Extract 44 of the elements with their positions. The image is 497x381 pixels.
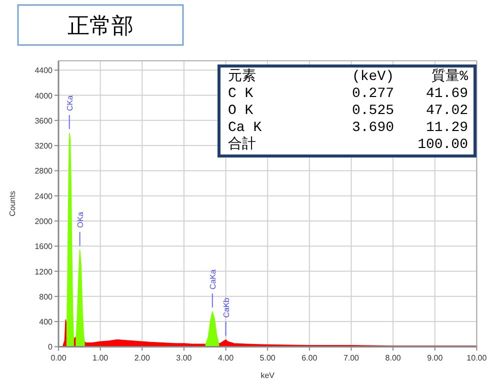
x-tick-label: 0.00	[50, 354, 67, 363]
y-tick-label: 800	[39, 292, 54, 302]
annotation: C K	[228, 86, 254, 102]
annotation: 41.69	[426, 86, 468, 102]
annotation: 質量%	[432, 68, 469, 85]
y-tick-label: 400	[39, 318, 54, 327]
x-tick-label: 7.00	[343, 354, 360, 363]
annotation: 合計	[228, 136, 256, 153]
chart-title: 正常部	[68, 13, 134, 38]
y-tick-label: 3200	[34, 142, 54, 151]
annotation: 0.277	[352, 86, 394, 102]
annotation: 100.00	[418, 137, 468, 153]
y-axis-title: Counts	[8, 191, 17, 216]
y-tick-label: 0	[48, 342, 54, 352]
annotation: (keV)	[352, 69, 394, 85]
y-tick-label: 4400	[34, 66, 54, 76]
annotation: 元素	[228, 68, 256, 85]
x-axis-title: keV	[260, 371, 276, 380]
x-tick-label: 4.00	[218, 354, 234, 363]
annotation: Ca K	[228, 120, 262, 136]
annotation: CaKa	[208, 268, 218, 290]
x-tick-label: 10.00	[466, 354, 488, 363]
y-tick-label: 1200	[34, 267, 54, 276]
x-tick-label: 3.00	[176, 354, 192, 363]
annotation: 3.690	[352, 120, 394, 136]
x-tick-label: 2.00	[134, 354, 150, 363]
x-tick-label: 6.00	[302, 354, 318, 363]
y-tick-label: 2800	[34, 166, 54, 176]
y-tick-label: 1600	[34, 242, 54, 252]
annotation: 0.525	[352, 103, 394, 119]
annotation: OKa	[76, 211, 85, 228]
x-tick-label: 5.00	[260, 354, 276, 363]
annotation: 47.02	[426, 103, 468, 119]
y-tick-label: 4000	[34, 91, 54, 100]
annotation: O K	[228, 103, 254, 119]
y-tick-label: 2400	[34, 192, 54, 201]
annotation: 11.29	[426, 120, 468, 136]
x-tick-label: 8.00	[385, 354, 402, 363]
y-tick-label: 3600	[34, 116, 54, 126]
y-tick-label: 2000	[34, 216, 54, 226]
annotation: CKa	[65, 94, 74, 111]
annotation: CaKb	[222, 297, 231, 318]
x-tick-label: 1.00	[92, 354, 109, 363]
x-tick-label: 9.00	[427, 354, 444, 363]
